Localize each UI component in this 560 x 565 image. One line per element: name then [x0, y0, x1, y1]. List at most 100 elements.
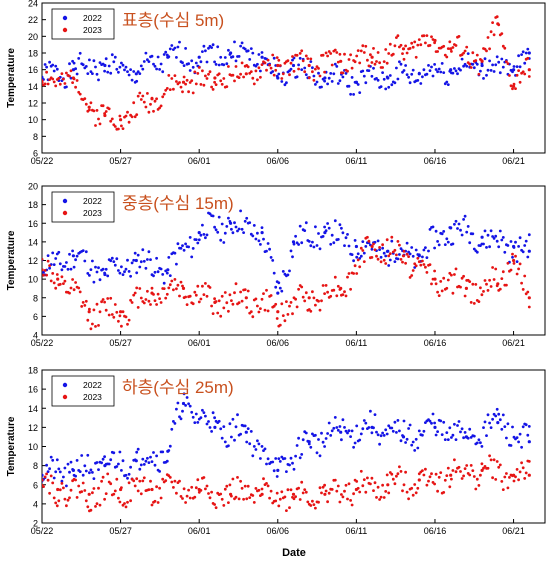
data-point	[439, 471, 443, 474]
data-point	[349, 287, 352, 291]
data-point	[480, 235, 484, 239]
data-point	[223, 291, 227, 294]
data-point	[127, 120, 131, 124]
data-point	[229, 492, 233, 496]
data-point	[118, 314, 122, 318]
data-point	[213, 60, 217, 64]
data-point	[307, 63, 311, 68]
data-point	[272, 469, 276, 473]
y-tick-label: 24	[28, 0, 38, 9]
data-point	[42, 273, 45, 277]
data-point	[494, 234, 498, 238]
data-point	[281, 72, 285, 76]
data-point	[320, 85, 323, 89]
data-point	[312, 78, 316, 82]
data-point	[303, 229, 307, 233]
data-point	[486, 68, 490, 72]
data-point	[330, 63, 334, 67]
data-point	[214, 506, 218, 510]
data-point	[333, 219, 337, 223]
data-point	[161, 273, 165, 276]
data-point	[489, 69, 493, 72]
data-point	[300, 49, 304, 53]
data-point	[175, 80, 178, 83]
data-point	[260, 55, 264, 59]
y-tick-label: 16	[28, 219, 38, 229]
data-point	[103, 455, 106, 458]
data-point	[475, 477, 479, 481]
data-point	[451, 242, 455, 246]
data-point	[107, 64, 111, 68]
data-point	[98, 310, 102, 314]
data-point	[494, 267, 498, 271]
data-point	[185, 396, 189, 399]
data-point	[133, 291, 137, 295]
data-point	[430, 282, 433, 286]
data-point	[118, 114, 122, 118]
data-point	[117, 319, 120, 323]
data-point	[220, 436, 224, 440]
data-point	[353, 441, 357, 445]
data-point	[475, 441, 479, 445]
data-point	[402, 249, 406, 253]
data-point	[437, 243, 441, 247]
data-point	[341, 495, 345, 499]
data-point	[112, 315, 116, 319]
data-point	[289, 61, 293, 65]
data-point	[395, 36, 398, 39]
data-point	[336, 60, 340, 64]
data-point	[75, 254, 79, 258]
data-point	[248, 442, 252, 446]
data-point	[119, 487, 123, 492]
data-point	[179, 280, 183, 284]
data-point	[244, 296, 248, 300]
data-point	[327, 76, 331, 80]
data-point	[382, 258, 386, 262]
data-point	[153, 463, 157, 467]
data-point	[433, 246, 436, 250]
data-point	[307, 240, 311, 243]
data-point	[256, 304, 259, 308]
data-point	[277, 72, 281, 76]
data-point	[457, 35, 461, 38]
data-point	[194, 412, 198, 416]
data-point	[173, 74, 177, 77]
data-point	[424, 467, 427, 471]
data-point	[83, 259, 87, 263]
data-point	[101, 267, 105, 271]
data-point	[335, 51, 339, 54]
data-point	[311, 240, 314, 244]
legend-marker	[62, 394, 68, 400]
data-point	[263, 61, 267, 65]
data-point	[450, 477, 453, 481]
data-point	[104, 267, 108, 271]
data-point	[92, 487, 96, 490]
data-point	[260, 492, 264, 496]
x-tick-label: 06/01	[188, 156, 211, 166]
data-point	[225, 62, 229, 66]
data-point	[78, 290, 82, 294]
data-point	[60, 482, 64, 485]
data-point	[77, 286, 81, 290]
data-point	[144, 51, 148, 55]
data-point	[395, 253, 398, 257]
data-point	[343, 52, 346, 56]
data-point	[367, 426, 371, 429]
data-point	[107, 313, 111, 317]
data-point	[416, 446, 420, 450]
data-point	[126, 322, 129, 326]
data-point	[271, 460, 275, 464]
data-point	[381, 483, 384, 487]
data-point	[95, 72, 99, 76]
data-point	[335, 426, 339, 429]
data-point	[498, 463, 502, 467]
data-point	[60, 275, 64, 279]
data-point	[321, 284, 325, 287]
data-point	[55, 458, 59, 462]
data-point	[127, 472, 131, 476]
data-point	[220, 294, 224, 298]
data-point	[398, 465, 401, 469]
data-point	[326, 432, 329, 435]
data-point	[233, 79, 236, 83]
